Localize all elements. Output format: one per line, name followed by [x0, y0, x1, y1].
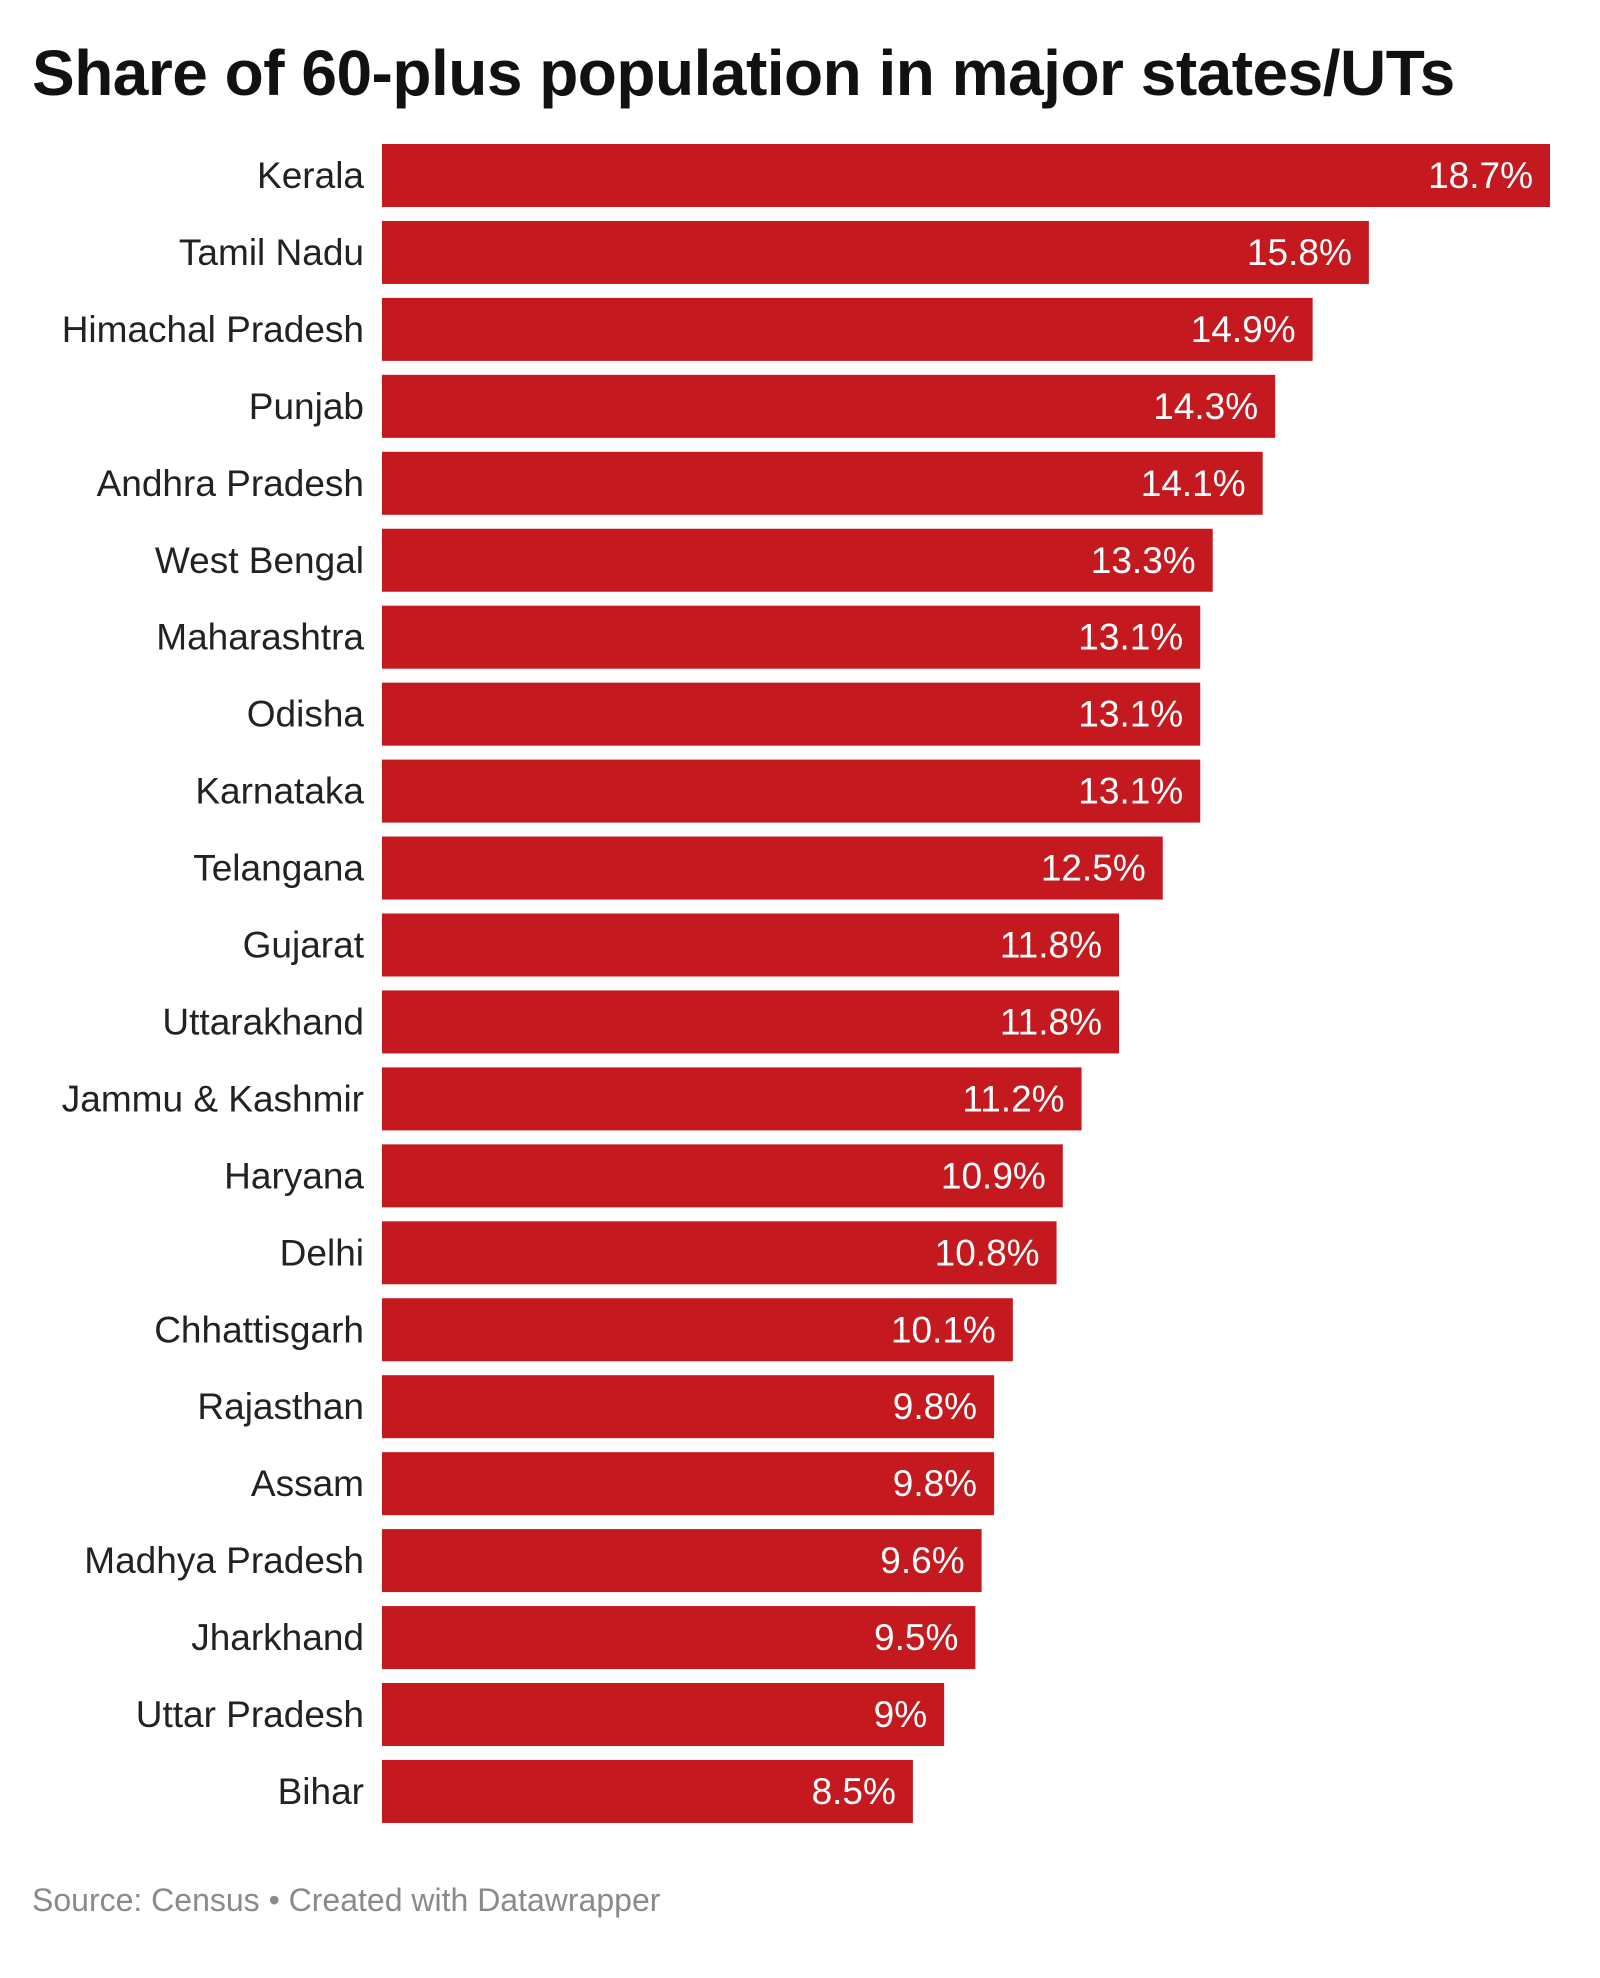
- bar: [382, 836, 1163, 900]
- category-label: Delhi: [280, 1232, 364, 1273]
- value-label: 13.3%: [1091, 540, 1196, 581]
- category-label: Chhattisgarh: [154, 1309, 364, 1350]
- value-label: 9.8%: [893, 1386, 977, 1427]
- category-label: Haryana: [224, 1155, 364, 1196]
- bar-row: Jharkhand 9.5%: [191, 1606, 976, 1670]
- value-label: 11.8%: [1000, 1001, 1102, 1042]
- bar-row: Uttarakhand 11.8%: [162, 990, 1120, 1054]
- category-label: Madhya Pradesh: [84, 1540, 364, 1581]
- bar-row: Jammu & Kashmir 11.2%: [62, 1067, 1082, 1131]
- bar: [382, 1221, 1057, 1285]
- bar-row: Andhra Pradesh 14.1%: [97, 451, 1263, 515]
- category-label: West Bengal: [155, 540, 364, 581]
- bar-row: Rajasthan 9.8%: [197, 1375, 995, 1439]
- bar-row: Bihar 8.5%: [278, 1759, 913, 1823]
- value-label: 13.1%: [1078, 771, 1183, 812]
- category-label: Bihar: [278, 1771, 364, 1812]
- bar: [382, 1606, 976, 1670]
- bar-row: Telangana 12.5%: [193, 836, 1163, 900]
- category-label: Andhra Pradesh: [97, 463, 364, 504]
- bar-row: Uttar Pradesh 9%: [136, 1683, 945, 1746]
- bar: [382, 374, 1276, 438]
- category-label: Himachal Pradesh: [62, 309, 364, 350]
- category-label: Tamil Nadu: [179, 232, 364, 273]
- bar: [382, 1452, 995, 1516]
- category-label: Karnataka: [195, 771, 364, 812]
- bar-row: Tamil Nadu 15.8%: [179, 220, 1369, 284]
- bar-row: Maharashtra 13.1%: [156, 605, 1201, 669]
- bar-row: Assam 9.8%: [251, 1452, 995, 1516]
- bar-row: Punjab 14.3%: [249, 374, 1276, 438]
- bar-row: Himachal Pradesh 14.9%: [62, 297, 1313, 361]
- category-label: Gujarat: [243, 925, 365, 966]
- category-label: Telangana: [193, 848, 364, 889]
- bar: [382, 605, 1201, 669]
- value-label: 9%: [874, 1694, 927, 1735]
- value-label: 10.8%: [935, 1232, 1040, 1273]
- value-label: 10.1%: [891, 1309, 996, 1350]
- category-label: Jharkhand: [191, 1617, 364, 1658]
- category-label: Uttar Pradesh: [136, 1694, 364, 1735]
- category-label: Odisha: [247, 694, 365, 735]
- bar: [382, 144, 1550, 207]
- bar: [382, 1759, 913, 1823]
- value-label: 11.2%: [962, 1078, 1064, 1119]
- bar-row: Gujarat 11.8%: [243, 913, 1120, 977]
- value-label: 8.5%: [812, 1771, 896, 1812]
- bar: [382, 1067, 1082, 1131]
- category-label: Jammu & Kashmir: [62, 1078, 364, 1119]
- bar: [382, 1529, 982, 1593]
- category-label: Punjab: [249, 386, 364, 427]
- value-label: 18.7%: [1428, 155, 1533, 196]
- value-label: 13.1%: [1078, 617, 1183, 658]
- bar: [382, 220, 1369, 284]
- value-label: 9.5%: [874, 1617, 958, 1658]
- bar-row: Karnataka 13.1%: [195, 759, 1201, 823]
- bar: [382, 913, 1120, 977]
- value-label: 9.6%: [880, 1540, 964, 1581]
- category-label: Maharashtra: [156, 617, 364, 658]
- value-label: 14.9%: [1191, 309, 1296, 350]
- value-label: 12.5%: [1041, 848, 1146, 889]
- value-label: 14.3%: [1153, 386, 1258, 427]
- bar: [382, 682, 1201, 746]
- category-label: Kerala: [257, 155, 364, 196]
- value-label: 13.1%: [1078, 694, 1183, 735]
- value-label: 9.8%: [893, 1463, 977, 1504]
- value-label: 11.8%: [1000, 925, 1102, 966]
- bar: [382, 1144, 1063, 1208]
- bar: [382, 451, 1263, 515]
- value-label: 10.9%: [941, 1155, 1046, 1196]
- bar: [382, 528, 1213, 592]
- bar: [382, 1298, 1013, 1362]
- bar: [382, 1683, 945, 1746]
- category-label: Rajasthan: [197, 1386, 364, 1427]
- bar-row: Odisha 13.1%: [247, 682, 1201, 746]
- bar: [382, 990, 1120, 1054]
- bar-row: West Bengal 13.3%: [155, 528, 1213, 592]
- bar-row: Delhi 10.8%: [280, 1221, 1057, 1285]
- category-label: Uttarakhand: [162, 1001, 364, 1042]
- value-label: 14.1%: [1141, 463, 1246, 504]
- bar-row: Madhya Pradesh 9.6%: [84, 1529, 982, 1593]
- bar-row: Chhattisgarh 10.1%: [154, 1298, 1013, 1362]
- chart-title: Share of 60-plus population in major sta…: [32, 37, 1455, 109]
- bar: [382, 759, 1201, 823]
- bar: [382, 1375, 995, 1439]
- value-label: 15.8%: [1247, 232, 1352, 273]
- bar-row: Kerala 18.7%: [257, 144, 1550, 207]
- category-label: Assam: [251, 1463, 364, 1504]
- source-footer: Source: Census • Created with Datawrappe…: [32, 1882, 661, 1918]
- bar-row: Haryana 10.9%: [224, 1144, 1063, 1208]
- bar: [382, 297, 1313, 361]
